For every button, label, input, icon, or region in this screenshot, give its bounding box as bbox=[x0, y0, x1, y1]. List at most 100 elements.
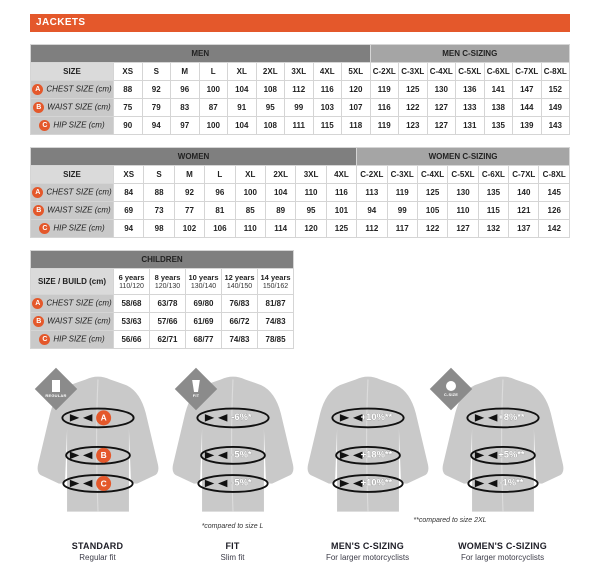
age-label: 12 years bbox=[224, 272, 255, 282]
measure-value: 87 bbox=[198, 98, 228, 117]
fit-footnote: *compared to size L bbox=[201, 523, 264, 530]
women-group-label: WOMEN bbox=[29, 147, 358, 166]
badge-content: FIT bbox=[174, 367, 218, 411]
arrow-left-icon bbox=[352, 414, 362, 422]
arrow-left-icon bbox=[217, 451, 227, 460]
measure-value: 142 bbox=[538, 219, 570, 238]
measure-value: 92 bbox=[141, 80, 171, 99]
measure-value: 125 bbox=[416, 183, 449, 202]
measure-value: 141 bbox=[483, 80, 513, 99]
measure-label-text: CHEST SIZE (cm) bbox=[46, 298, 112, 308]
measure-value: 131 bbox=[455, 116, 485, 135]
measure-ellipse bbox=[334, 446, 401, 465]
arrow-right-icon bbox=[204, 414, 214, 422]
arrow-left-icon bbox=[352, 451, 362, 460]
arrow-right-icon bbox=[339, 451, 349, 460]
jacket-silhouette: +8%** +5%** -1%** bbox=[442, 376, 563, 512]
measure-point-badge bbox=[95, 410, 111, 426]
arrow-left-icon bbox=[82, 479, 92, 488]
arrow-right-icon bbox=[474, 479, 484, 488]
measure-value: 62/71 bbox=[149, 330, 186, 349]
measure-point-letter: B bbox=[100, 450, 106, 460]
jacket-silhouette: -6%* -5%* -5%* bbox=[172, 376, 293, 512]
build-range: 120/130 bbox=[154, 282, 181, 290]
measure-value: 125 bbox=[398, 80, 428, 99]
measure-value: 84 bbox=[112, 183, 145, 202]
measure-value: 110 bbox=[234, 219, 266, 238]
measure-value: 100 bbox=[198, 116, 228, 135]
measure-label-text: WAIST SIZE (cm) bbox=[47, 205, 111, 215]
size-column-header: XL bbox=[234, 165, 266, 184]
fit-title: FIT bbox=[225, 541, 240, 551]
fit-fit-icon bbox=[192, 380, 200, 392]
measure-value: 73 bbox=[143, 201, 175, 220]
age-label: 14 years bbox=[260, 272, 291, 282]
size-header-cell: SIZE bbox=[30, 62, 114, 81]
measure-value: 74/83 bbox=[221, 330, 258, 349]
measure-badge: A bbox=[32, 84, 44, 95]
measure-value: 66/72 bbox=[221, 312, 258, 331]
size-delta-label: -5%* bbox=[231, 449, 252, 459]
size-column-header: C-2XL bbox=[369, 62, 399, 81]
measure-value: 97 bbox=[170, 116, 200, 135]
size-column-header: M bbox=[173, 165, 206, 184]
measure-value: 135 bbox=[477, 183, 510, 202]
measure-label-text: CHEST SIZE (cm) bbox=[46, 84, 112, 94]
measure-value: 90 bbox=[113, 116, 143, 135]
measure-row: A CHEST SIZE (cm) 58/68 63/78 69/80 76/83 81/8… bbox=[30, 294, 295, 313]
arrow-left-icon bbox=[82, 451, 92, 460]
measure-value: 95 bbox=[295, 201, 327, 220]
measure-value: 115 bbox=[477, 201, 510, 220]
measure-value: 140 bbox=[508, 183, 540, 202]
measure-value: 100 bbox=[198, 80, 228, 99]
measure-value: 110 bbox=[295, 183, 327, 202]
arrow-left-icon bbox=[487, 479, 497, 488]
measure-ellipse bbox=[196, 474, 269, 493]
measure-ellipse bbox=[330, 407, 405, 429]
arrow-right-icon bbox=[474, 414, 484, 422]
measure-value: 139 bbox=[512, 116, 542, 135]
measure-badge: B bbox=[33, 316, 45, 327]
size-delta-label: +10%** bbox=[360, 477, 392, 487]
size-column-header: C-5XL bbox=[447, 165, 479, 184]
measure-value: 147 bbox=[512, 80, 542, 99]
size-column-header: XS bbox=[113, 62, 143, 81]
badge-label: REGULAR bbox=[45, 393, 67, 398]
measure-value: 144 bbox=[512, 98, 542, 117]
measure-ellipse bbox=[195, 407, 270, 429]
measure-value: 111 bbox=[284, 116, 314, 135]
measure-label-cell: B WAIST SIZE (cm) bbox=[30, 201, 114, 220]
size-column-header: C-4XL bbox=[426, 62, 456, 81]
measure-value: 135 bbox=[483, 116, 513, 135]
size-column-header: L bbox=[198, 62, 228, 81]
fit-type-badge: C-SIZE bbox=[429, 367, 473, 411]
children-group-row: CHILDREN bbox=[29, 250, 295, 269]
measure-value: 149 bbox=[540, 98, 570, 117]
measure-value: 57/66 bbox=[149, 312, 186, 331]
measure-value: 89 bbox=[264, 201, 297, 220]
arrow-right-icon bbox=[474, 451, 484, 460]
arrow-right-icon bbox=[69, 414, 79, 422]
measure-value: 143 bbox=[540, 116, 570, 135]
age-label: 8 years bbox=[154, 272, 181, 282]
csize-fit-icon bbox=[446, 381, 456, 391]
measure-value: 118 bbox=[341, 116, 371, 135]
children-size-table-section: CHILDREN SIZE / BUILD (cm) 6 years 110/120 8… bbox=[29, 250, 570, 349]
measure-value: 127 bbox=[447, 219, 479, 238]
size-column-header: 4XL bbox=[325, 165, 358, 184]
measure-label-cell: B WAIST SIZE (cm) bbox=[30, 98, 114, 117]
measure-label-text: HIP SIZE (cm) bbox=[53, 334, 105, 344]
size-column-header: C-3XL bbox=[398, 62, 428, 81]
men-size-table-section: MEN MEN C-SIZING SIZE XS S M L XL 2XL 3XL 4XL 5XL C-… bbox=[30, 44, 570, 135]
age-label: 10 years bbox=[188, 272, 219, 282]
measure-value: 103 bbox=[312, 98, 342, 117]
measure-ellipse bbox=[465, 407, 540, 429]
fit-subtitle: For larger motorcyclists bbox=[325, 553, 410, 562]
size-column-header: 2XL bbox=[255, 62, 285, 81]
measure-value: 119 bbox=[369, 116, 399, 135]
measure-value: 105 bbox=[416, 201, 449, 220]
arrow-right-icon bbox=[339, 479, 349, 488]
measure-value: 83 bbox=[170, 98, 200, 117]
measure-badge: C bbox=[39, 223, 51, 234]
measure-value: 108 bbox=[255, 80, 285, 99]
